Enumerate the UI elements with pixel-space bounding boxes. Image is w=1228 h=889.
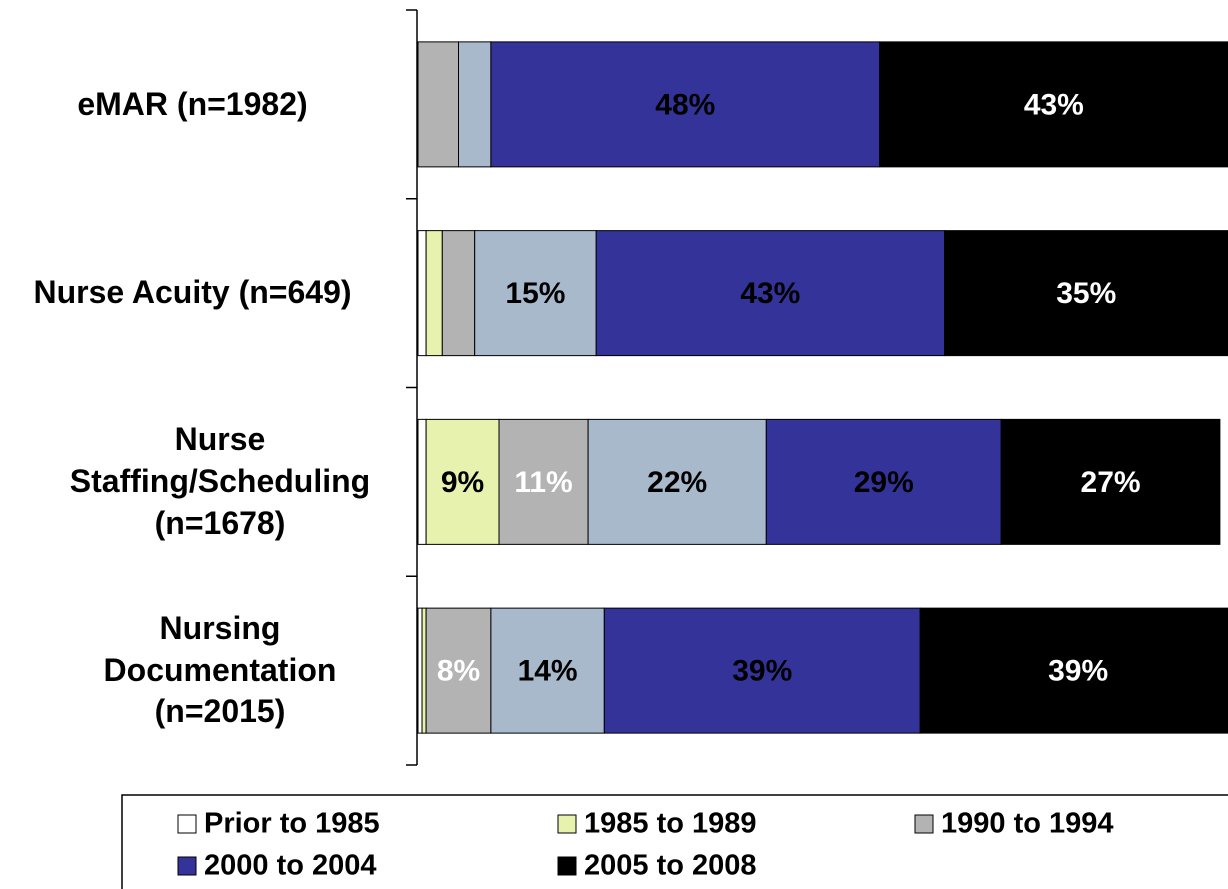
bar-segment — [498, 418, 589, 545]
data-label: 27% — [1081, 466, 1141, 499]
legend-label: Prior to 1985 — [204, 808, 380, 840]
bar-segment — [425, 607, 492, 734]
data-label: 35% — [1056, 277, 1116, 310]
data-label: 43% — [1024, 88, 1084, 121]
bar-segment — [458, 41, 492, 168]
category-label: Nurse Acuity (n=649) — [33, 274, 352, 311]
category-label: eMAR (n=1982) — [77, 85, 308, 122]
bar-segment — [919, 607, 1228, 734]
bar-segment — [417, 607, 423, 734]
bar-segment — [765, 418, 1002, 545]
bar-segment — [944, 230, 1228, 357]
legend-swatch — [557, 856, 577, 876]
bar-segment — [417, 230, 427, 357]
data-label: 43% — [740, 277, 800, 310]
legend-label: 1985 to 1989 — [584, 808, 757, 840]
bar-segment — [879, 41, 1228, 168]
data-label: 22% — [647, 466, 707, 499]
legend-label: 2000 to 2004 — [204, 850, 377, 882]
bar-segment — [417, 418, 427, 545]
bar-segment — [421, 607, 427, 734]
bar-segment — [474, 230, 597, 357]
legend-label: 2005 to 2008 — [584, 850, 757, 882]
data-label: 11% — [514, 466, 572, 499]
legend-swatch — [177, 814, 197, 834]
bar-segment — [425, 230, 443, 357]
bar-segment — [587, 418, 767, 545]
legend-box — [121, 794, 1228, 889]
bar-segment — [425, 418, 500, 545]
category-label: Nurse Staffing/Scheduling (n=1678) — [69, 421, 371, 541]
bar-segment — [603, 607, 921, 734]
bar-segment — [490, 41, 881, 168]
data-label: 29% — [854, 466, 914, 499]
data-label: 39% — [732, 655, 792, 688]
legend-swatch — [177, 856, 197, 876]
bar-segment — [595, 230, 945, 357]
bar-segment — [1000, 418, 1221, 545]
data-label: 39% — [1048, 655, 1108, 688]
data-label: 15% — [505, 277, 565, 310]
data-label: 9% — [441, 466, 484, 499]
legend-swatch — [914, 814, 934, 834]
data-label: 8% — [437, 655, 480, 688]
bar-segment — [441, 230, 476, 357]
category-label: Nursing Documentation (n=2015) — [103, 610, 337, 730]
data-label: 14% — [518, 655, 578, 688]
bar-segment — [490, 607, 605, 734]
legend-swatch — [557, 814, 577, 834]
data-label: 48% — [655, 88, 715, 121]
legend-label: 1990 to 1994 — [941, 808, 1114, 840]
bar-segment — [417, 41, 459, 168]
